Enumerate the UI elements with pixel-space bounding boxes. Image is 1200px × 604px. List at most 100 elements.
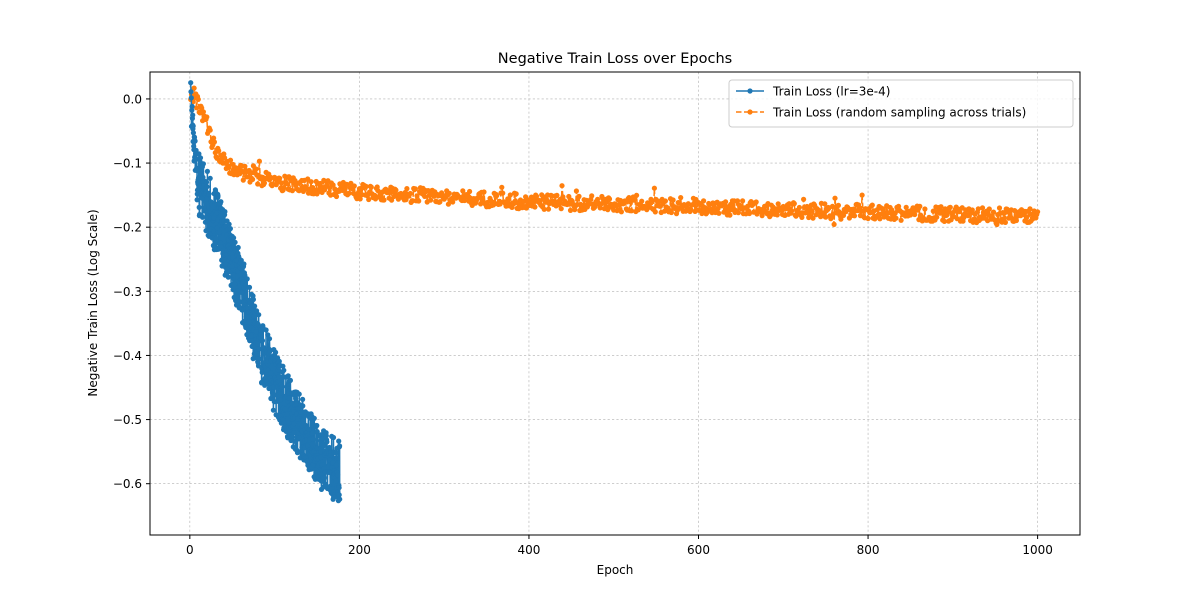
data-point bbox=[254, 351, 260, 357]
data-point bbox=[263, 327, 269, 333]
data-point bbox=[333, 193, 340, 200]
data-point bbox=[249, 338, 255, 344]
data-point bbox=[628, 208, 635, 214]
data-point bbox=[969, 207, 975, 213]
data-point bbox=[335, 472, 341, 478]
data-point bbox=[558, 206, 564, 212]
data-point bbox=[318, 454, 324, 460]
data-point bbox=[505, 196, 511, 202]
data-point bbox=[286, 395, 293, 401]
data-point bbox=[255, 363, 262, 369]
data-point bbox=[634, 192, 640, 198]
data-point bbox=[224, 232, 230, 238]
data-point bbox=[404, 186, 410, 192]
data-point bbox=[240, 177, 246, 183]
data-point bbox=[230, 272, 236, 278]
data-point bbox=[898, 217, 904, 223]
plot-frame bbox=[149, 71, 1081, 536]
legend-label-series-1: Train Loss (lr=3e-4) bbox=[772, 85, 890, 99]
data-point bbox=[259, 338, 266, 344]
data-point bbox=[753, 199, 759, 205]
data-point bbox=[330, 459, 336, 466]
y-tick-label: −0.5 bbox=[113, 413, 142, 427]
data-point bbox=[330, 434, 337, 441]
data-point bbox=[1035, 209, 1041, 215]
data-point bbox=[204, 196, 210, 202]
data-point bbox=[308, 179, 314, 185]
legend-marker-series-1 bbox=[747, 88, 753, 94]
data-point bbox=[337, 496, 343, 502]
data-point bbox=[446, 190, 452, 196]
data-point bbox=[254, 341, 261, 347]
data-point bbox=[197, 170, 203, 177]
data-point bbox=[218, 199, 224, 205]
data-point bbox=[1024, 214, 1030, 221]
data-point bbox=[407, 190, 413, 197]
data-point bbox=[668, 209, 675, 216]
data-point bbox=[293, 396, 299, 402]
data-point bbox=[337, 443, 343, 449]
data-point bbox=[194, 167, 200, 174]
data-point bbox=[310, 430, 316, 436]
data-point bbox=[202, 219, 208, 225]
data-point bbox=[651, 185, 658, 191]
data-point bbox=[241, 261, 247, 267]
data-point bbox=[494, 193, 500, 199]
data-point bbox=[188, 80, 194, 86]
data-point bbox=[336, 492, 342, 498]
data-point bbox=[832, 195, 838, 201]
data-point bbox=[381, 197, 387, 203]
y-tick-label: −0.1 bbox=[113, 157, 142, 171]
data-point bbox=[809, 208, 815, 214]
data-point bbox=[559, 183, 565, 189]
data-point bbox=[618, 209, 625, 215]
data-point bbox=[427, 192, 433, 199]
data-point bbox=[791, 201, 797, 207]
data-point bbox=[363, 183, 369, 190]
series-1 bbox=[188, 80, 343, 504]
data-point bbox=[225, 274, 231, 280]
data-point bbox=[226, 221, 232, 227]
data-point bbox=[190, 112, 196, 118]
data-point bbox=[319, 462, 325, 468]
data-point bbox=[188, 95, 194, 101]
data-point bbox=[416, 198, 422, 204]
data-point bbox=[291, 430, 297, 436]
data-point bbox=[606, 196, 613, 202]
data-point bbox=[334, 455, 340, 461]
data-point bbox=[195, 96, 201, 102]
data-point bbox=[318, 448, 324, 455]
data-point bbox=[252, 303, 258, 309]
data-point bbox=[838, 216, 844, 222]
data-point bbox=[279, 374, 285, 380]
data-point bbox=[230, 254, 236, 261]
data-point bbox=[261, 180, 267, 186]
data-point bbox=[831, 221, 837, 227]
data-point bbox=[701, 198, 707, 204]
data-point bbox=[507, 192, 513, 198]
y-tick-label: −0.2 bbox=[113, 221, 142, 235]
data-point bbox=[285, 373, 291, 379]
data-point bbox=[500, 190, 506, 196]
x-tick-label: 400 bbox=[517, 543, 540, 557]
data-point bbox=[746, 210, 753, 217]
data-point bbox=[979, 205, 986, 211]
data-point bbox=[869, 202, 875, 208]
data-point bbox=[189, 103, 195, 109]
data-point bbox=[216, 229, 223, 235]
data-point bbox=[194, 197, 200, 203]
data-point bbox=[938, 204, 944, 210]
data-point bbox=[616, 202, 622, 208]
data-point bbox=[194, 105, 200, 111]
data-point bbox=[986, 206, 992, 212]
data-point bbox=[227, 226, 233, 232]
data-point bbox=[917, 203, 923, 209]
data-point bbox=[217, 240, 224, 246]
data-point bbox=[321, 475, 327, 481]
data-point bbox=[211, 135, 217, 141]
data-point bbox=[193, 156, 199, 162]
data-point bbox=[912, 211, 918, 218]
data-point bbox=[810, 215, 816, 221]
data-point bbox=[670, 197, 676, 203]
